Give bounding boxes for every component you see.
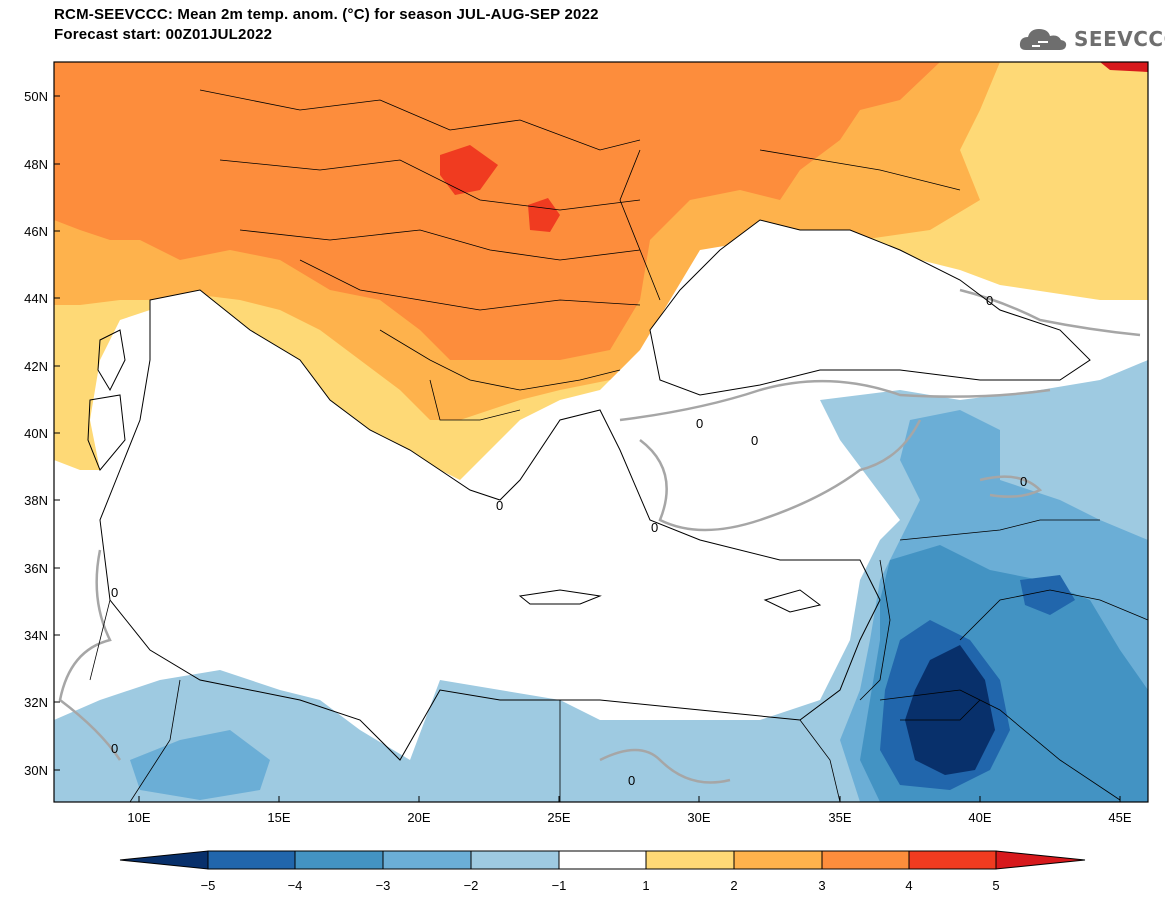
colorbar-tick: 1 [642, 878, 649, 893]
contour-label: 0 [111, 585, 118, 600]
colorbar-tick: −4 [288, 878, 303, 893]
lon-label: 45E [1108, 810, 1131, 825]
colorbar-tick: 2 [730, 878, 737, 893]
colorbar [119, 850, 1086, 870]
lat-label: 36N [24, 561, 48, 576]
colorbar-segment [207, 850, 296, 870]
lon-label: 30E [687, 810, 710, 825]
colorbar-segment [558, 850, 647, 870]
logo-text: SEEVCCC [1074, 27, 1165, 51]
latitude-axis [54, 95, 60, 771]
contour-label: 0 [986, 293, 993, 308]
cloud-logo-icon [1019, 29, 1067, 50]
forecast-start-label: Forecast start: 00Z01JUL2022 [54, 26, 273, 43]
warm-anomaly-over5 [1100, 62, 1148, 72]
colorbar-segment [908, 850, 997, 870]
colorbar-tick: −2 [464, 878, 479, 893]
seevccc-logo: SEEVCCC [1018, 22, 1165, 56]
contour-label: 0 [496, 498, 503, 513]
warm-anomaly-4to5 [440, 145, 560, 232]
lat-label: 40N [24, 426, 48, 441]
lat-label: 42N [24, 359, 48, 374]
coastlines [87, 219, 1091, 761]
lon-label: 25E [547, 810, 570, 825]
mediterranean-sea [100, 290, 880, 760]
black-sea [650, 220, 1090, 395]
anomaly-field: 0 0 0 0 0 0 0 0 0 [54, 62, 1148, 802]
country-borders [89, 89, 1148, 802]
lat-label: 48N [24, 157, 48, 172]
contour-label: 0 [628, 773, 635, 788]
chart-title: RCM-SEEVCCC: Mean 2m temp. anom. (°C) fo… [54, 6, 599, 23]
lat-label: 38N [24, 493, 48, 508]
lon-label: 40E [968, 810, 991, 825]
colorbar-tick: −5 [201, 878, 216, 893]
lat-label: 32N [24, 695, 48, 710]
contour-label: 0 [696, 416, 703, 431]
colorbar-segment [119, 850, 209, 870]
lon-label: 20E [407, 810, 430, 825]
map-frame [53, 61, 1149, 803]
colorbar-segment [645, 850, 735, 870]
colorbar-tick: 5 [992, 878, 999, 893]
lat-label: 50N [24, 89, 48, 104]
colorbar-segment [995, 850, 1086, 870]
zero-contours [58, 288, 1141, 784]
contour-label: 0 [651, 520, 658, 535]
colorbar-tick: 4 [905, 878, 912, 893]
colorbar-tick: 3 [818, 878, 825, 893]
lon-label: 35E [828, 810, 851, 825]
lon-label: 15E [267, 810, 290, 825]
lon-label: 10E [127, 810, 150, 825]
lat-label: 30N [24, 763, 48, 778]
lat-label: 44N [24, 291, 48, 306]
colorbar-segment [821, 850, 910, 870]
longitude-axis [138, 796, 1121, 802]
colorbar-tick: −1 [552, 878, 567, 893]
warm-anomaly-3to4 [54, 62, 940, 360]
colorbar-segment [470, 850, 560, 870]
colorbar-segment [733, 850, 823, 870]
lat-label: 46N [24, 224, 48, 239]
contour-label: 0 [1020, 474, 1027, 489]
cool-anomaly-below-m5 [905, 645, 995, 775]
contour-label: 0 [751, 433, 758, 448]
colorbar-tick: −3 [376, 878, 391, 893]
colorbar-segment [294, 850, 384, 870]
lat-label: 34N [24, 628, 48, 643]
contour-label: 0 [111, 741, 118, 756]
colorbar-segment [382, 850, 472, 870]
